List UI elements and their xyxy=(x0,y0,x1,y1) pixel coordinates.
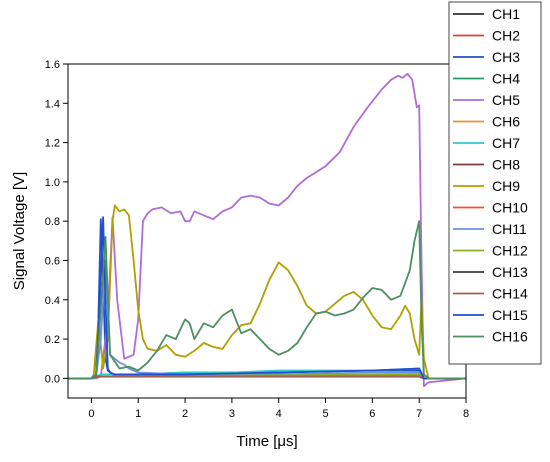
y-axis-ticks: 0.0 0.2 0.4 0.6 0.8 1.0 1.2 1.4 1.6 xyxy=(45,59,68,385)
legend-label-ch16: CH16 xyxy=(492,329,528,345)
x-tick-label: 0 xyxy=(88,408,94,420)
plot-area-frame xyxy=(67,63,467,399)
y-tick-label: 1.6 xyxy=(45,59,60,71)
x-axis-label: Time [μs] xyxy=(236,433,297,450)
x-tick-label: 7 xyxy=(416,408,422,420)
series-line-ch15 xyxy=(68,216,466,380)
legend-label-ch9: CH9 xyxy=(492,178,520,194)
series-line-ch3 xyxy=(68,218,466,380)
legend-label-ch11: CH11 xyxy=(492,221,527,237)
legend-label-ch15: CH15 xyxy=(492,307,528,323)
x-tick-label: 2 xyxy=(182,408,188,420)
x-tick-label: 1 xyxy=(135,408,141,420)
legend-label-ch8: CH8 xyxy=(492,157,520,173)
legend-label-ch12: CH12 xyxy=(492,243,528,259)
series-line-ch9 xyxy=(68,204,466,380)
legend-label-ch13: CH13 xyxy=(492,264,528,280)
x-tick-label: 4 xyxy=(276,408,282,420)
legend-label-ch4: CH4 xyxy=(492,71,520,87)
legend: CH1 CH2 CH3 CH4 CH5 CH6 CH7 CH8 CH9 CH10 CH11 CH12 C… xyxy=(448,1,542,365)
y-tick-label: 0.4 xyxy=(45,295,60,307)
x-tick-label: 6 xyxy=(369,408,375,420)
y-tick-label: 1.2 xyxy=(45,138,60,150)
y-tick-label: 0.2 xyxy=(45,334,60,346)
legend-label-ch10: CH10 xyxy=(492,200,528,216)
y-tick-label: 0.6 xyxy=(45,255,60,267)
y-tick-label: 0.8 xyxy=(45,216,60,228)
legend-box xyxy=(448,1,542,365)
y-tick-label: 1.0 xyxy=(45,177,60,189)
series-line-ch11 xyxy=(68,259,466,380)
y-axis-label: Signal Voltage [V] xyxy=(11,172,28,290)
series-line-ch16 xyxy=(68,220,466,380)
series-line-ch5 xyxy=(68,72,467,388)
y-tick-label: 0.0 xyxy=(45,373,60,385)
legend-label-ch1: CH1 xyxy=(492,6,520,22)
x-tick-label: 5 xyxy=(322,408,328,420)
x-tick-label: 8 xyxy=(463,408,469,420)
legend-label-ch3: CH3 xyxy=(492,49,520,65)
x-tick-label: 3 xyxy=(229,408,235,420)
legend-label-ch6: CH6 xyxy=(492,114,520,130)
y-tick-label: 1.4 xyxy=(45,98,60,110)
x-axis-ticks: 0 1 2 3 4 5 6 7 8 xyxy=(88,398,469,420)
legend-label-ch14: CH14 xyxy=(492,286,528,302)
series-line-ch14 xyxy=(68,375,466,380)
legend-label-ch2: CH2 xyxy=(492,28,520,44)
series-lines xyxy=(68,72,467,388)
legend-label-ch5: CH5 xyxy=(492,92,520,108)
legend-label-ch7: CH7 xyxy=(492,135,520,151)
